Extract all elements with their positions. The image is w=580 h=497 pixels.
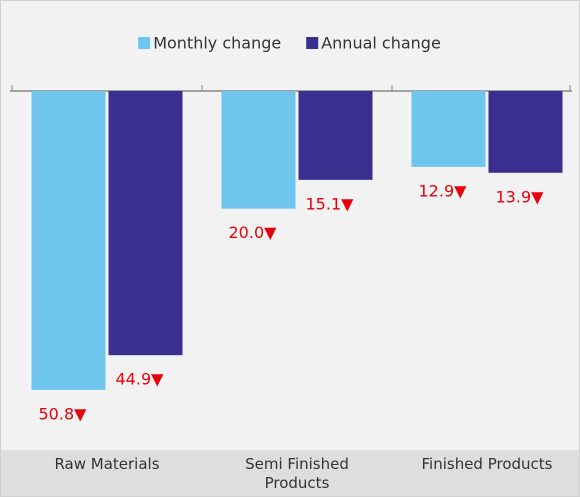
- legend-label: Monthly change: [153, 34, 281, 53]
- data-label: 13.9▼: [496, 187, 545, 206]
- legend-swatch: [306, 37, 319, 49]
- x-tick-label: Semi Finished Products: [245, 455, 349, 492]
- bar: [488, 91, 563, 173]
- x-tick-label: Raw Materials: [54, 455, 160, 473]
- category-band: [0, 450, 580, 497]
- bar: [31, 91, 106, 390]
- data-label: 15.1▼: [306, 194, 355, 213]
- data-label: 12.9▼: [419, 181, 468, 200]
- data-label: 44.9▼: [116, 370, 165, 389]
- bar: [108, 91, 183, 356]
- bar: [221, 91, 296, 209]
- data-label: 50.8▼: [39, 404, 88, 423]
- legend-label: Annual change: [321, 34, 441, 53]
- bar: [298, 91, 373, 180]
- data-label: 20.0▼: [229, 223, 278, 242]
- bar: [411, 91, 486, 167]
- x-tick-label: Finished Products: [421, 455, 553, 473]
- legend-swatch: [138, 37, 151, 49]
